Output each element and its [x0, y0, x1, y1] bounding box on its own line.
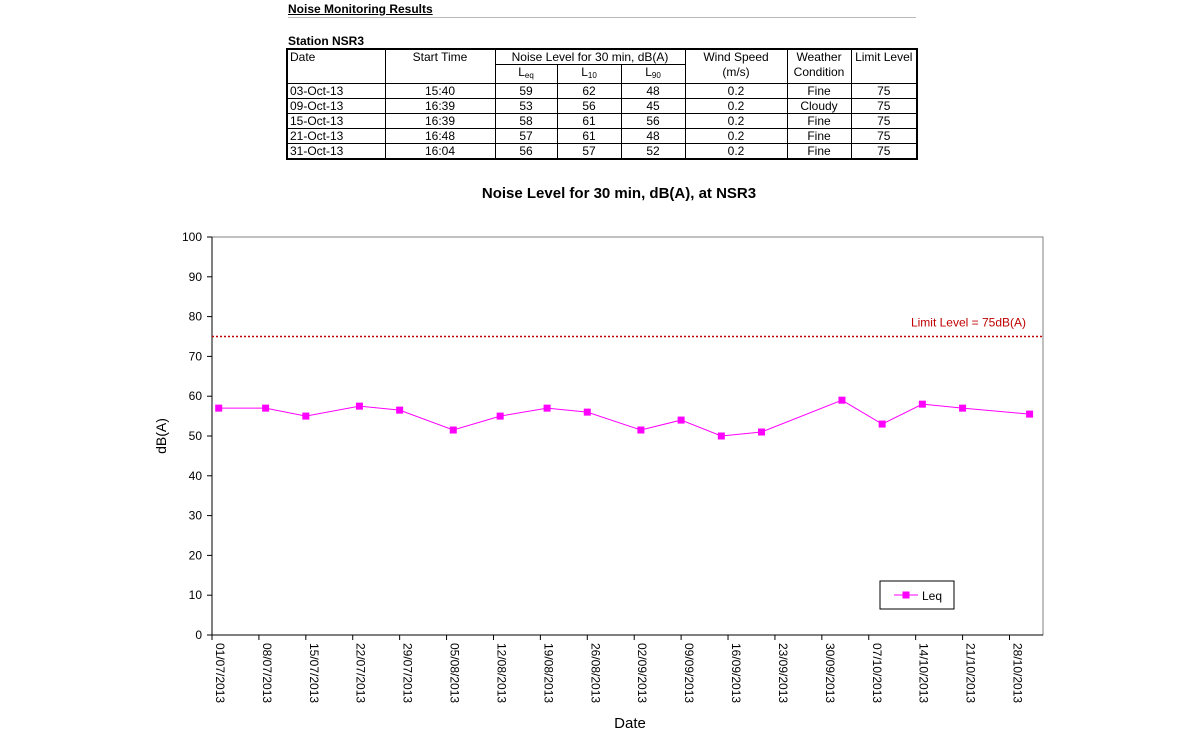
legend-marker: [902, 591, 910, 599]
x-tick-label: 08/07/2013: [260, 643, 274, 703]
cell-l10: 61: [556, 113, 622, 129]
y-tick-label: 0: [195, 628, 202, 642]
data-point-leq: [583, 408, 591, 416]
data-point-leq: [496, 412, 504, 420]
reference-lines: Limit Level = 75dB(A): [212, 316, 1043, 338]
x-axis-label: Date: [614, 715, 646, 732]
data-point-leq: [758, 428, 766, 436]
y-tick-label: 10: [189, 588, 203, 602]
series-layer: [215, 396, 1034, 440]
data-point-leq: [215, 404, 223, 412]
y-axis: 0 10 20 30 40 50 60 70 80 90 100: [182, 230, 213, 642]
x-tick-label: 05/08/2013: [448, 643, 462, 703]
data-point-leq: [918, 400, 926, 408]
x-tick-label: 28/10/2013: [1010, 643, 1024, 703]
legend: Leq: [879, 580, 955, 610]
cell-weather: Fine: [786, 128, 852, 144]
cell-date: 15-Oct-13: [286, 113, 386, 129]
data-point-leq: [1026, 410, 1034, 418]
x-tick-label: 21/10/2013: [964, 643, 978, 703]
y-tick-label: 60: [189, 389, 203, 403]
data-point-leq: [543, 404, 551, 412]
results-table: Date Start Time Noise Level for 30 min, …: [286, 48, 919, 160]
table-row: 15-Oct-13 16:39 58 61 56 0.2 Fine 75: [286, 113, 918, 129]
data-point-leq: [355, 402, 363, 410]
x-tick-label: 16/09/2013: [729, 643, 743, 703]
cell-leq: 57: [494, 128, 558, 144]
header-date: Date: [286, 48, 386, 84]
x-tick-label: 22/07/2013: [354, 643, 368, 703]
cell-limit: 75: [850, 143, 918, 160]
cell-l90: 45: [620, 98, 686, 114]
series-line-leq: [218, 399, 1030, 437]
cell-date: 31-Oct-13: [286, 143, 386, 160]
data-point-leq: [878, 420, 886, 428]
data-point-leq: [302, 412, 310, 420]
x-tick-label: 15/07/2013: [307, 643, 321, 703]
cell-l90: 48: [620, 128, 686, 144]
x-tick-label: 23/09/2013: [776, 643, 790, 703]
header-wind-speed: Wind Speed: [684, 48, 788, 65]
x-tick-label: 14/10/2013: [917, 643, 931, 703]
table-row: 21-Oct-13 16:48 57 61 48 0.2 Fine 75: [286, 128, 918, 144]
cell-l10: 62: [556, 83, 622, 99]
cell-l90: 48: [620, 83, 686, 99]
data-point-leq: [677, 416, 685, 424]
y-tick-label: 40: [189, 469, 203, 483]
y-tick-label: 90: [189, 270, 203, 284]
y-tick-label: 80: [189, 310, 203, 324]
cell-time: 16:04: [384, 143, 496, 160]
y-tick-label: 50: [189, 429, 203, 443]
header-weather: Weather: [786, 48, 852, 65]
data-point-leq: [396, 406, 404, 414]
station-title: Station NSR3: [288, 34, 365, 48]
cell-date: 21-Oct-13: [286, 128, 386, 144]
report-title: Noise Monitoring Results: [288, 2, 916, 18]
x-axis: 01/07/2013 08/07/2013 15/07/2013 22/07/2013…: [211, 634, 1043, 703]
y-tick-label: 30: [189, 509, 203, 523]
cell-time: 16:48: [384, 128, 496, 144]
y-tick-label: 20: [189, 548, 203, 562]
x-tick-label: 30/09/2013: [823, 643, 837, 703]
y-tick-label: 70: [189, 349, 203, 363]
x-tick-label: 29/07/2013: [401, 643, 415, 703]
cell-weather: Cloudy: [786, 98, 852, 114]
header-limit-level: Limit Level: [850, 48, 918, 84]
cell-l90: 52: [620, 143, 686, 160]
x-tick-label: 02/09/2013: [635, 643, 649, 703]
x-tick-label: 01/07/2013: [213, 643, 227, 703]
header-weather-condition: Condition: [786, 64, 852, 84]
cell-l10: 57: [556, 143, 622, 160]
cell-l10: 61: [556, 128, 622, 144]
data-point-leq: [449, 426, 457, 434]
data-point-leq: [838, 396, 846, 404]
data-point-leq: [262, 404, 270, 412]
limit-level-label: Limit Level = 75dB(A): [911, 316, 1026, 330]
data-point-leq: [959, 404, 967, 412]
y-tick-label: 100: [182, 230, 202, 244]
cell-leq: 56: [494, 143, 558, 160]
legend-label: Leq: [922, 589, 942, 603]
x-tick-label: 12/08/2013: [494, 643, 508, 703]
data-point-leq: [637, 426, 645, 434]
y-axis-label: dB(A): [153, 418, 169, 454]
cell-leq: 58: [494, 113, 558, 129]
cell-limit: 75: [850, 128, 918, 144]
table-row: 31-Oct-13 16:04 56 57 52 0.2 Fine 75: [286, 143, 918, 160]
data-point-leq: [717, 432, 725, 440]
x-tick-label: 07/10/2013: [870, 643, 884, 703]
legend-box: [879, 580, 955, 610]
plot-area: [211, 236, 1044, 636]
x-tick-label: 09/09/2013: [682, 643, 696, 703]
x-tick-label: 19/08/2013: [541, 643, 555, 703]
header-noise-level: Noise Level for 30 min, dB(A): [494, 48, 686, 65]
x-tick-label: 26/08/2013: [588, 643, 602, 703]
chart-title: Noise Level for 30 min, dB(A), at NSR3: [482, 185, 756, 202]
table-row: 09-Oct-13 16:39 53 56 45 0.2 Cloudy 75: [286, 98, 918, 114]
cell-wind: 0.2: [684, 143, 788, 160]
